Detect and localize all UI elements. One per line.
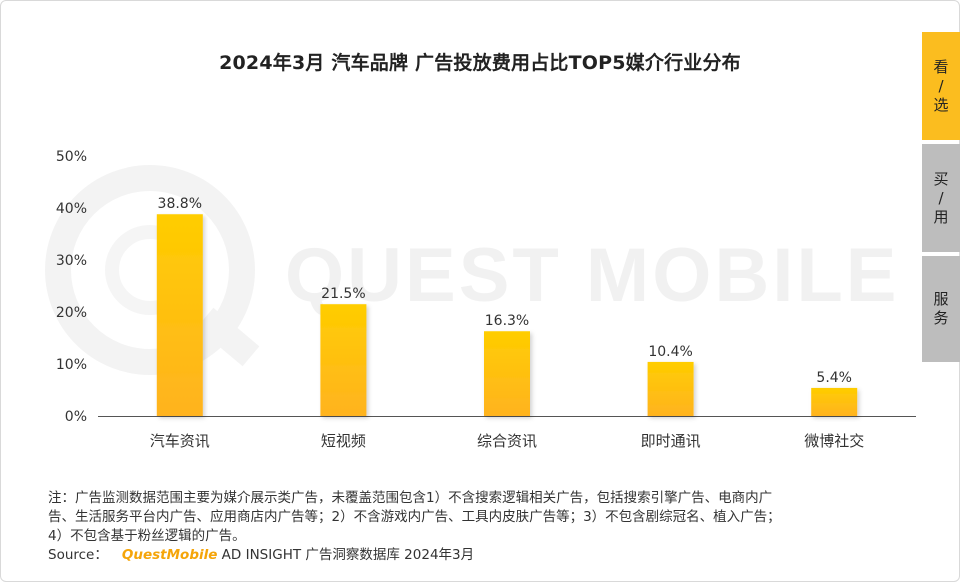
bar: [647, 361, 694, 416]
side-tab-buy-use[interactable]: 买 / 用: [922, 144, 960, 252]
note-line: 告、生活服务平台内广告、应用商店内广告等；2）不含游戏内广告、工具内皮肤广告等；…: [48, 509, 781, 525]
side-tab-char: 用: [933, 207, 949, 226]
source-line: Source： QuestMobile AD INSIGHT 广告洞察数据库 20…: [48, 546, 918, 565]
y-tick-label: 10%: [56, 357, 87, 373]
side-tab-char: /: [938, 76, 944, 95]
y-tick-label: 30%: [56, 253, 87, 269]
y-tick-label: 40%: [56, 201, 87, 217]
note-line: 注：广告监测数据范围主要为媒介展示类广告，未覆盖范围包含1）不含搜索逻辑相关广告…: [48, 490, 773, 506]
side-tab-char: /: [938, 188, 944, 207]
x-tick-label: 汽车资讯: [150, 432, 210, 450]
x-tick-label: 短视频: [321, 432, 366, 450]
side-tab-service[interactable]: 服 务: [922, 256, 960, 362]
side-tab-char: 务: [933, 309, 949, 327]
value-label: 10.4%: [648, 344, 692, 360]
side-tab-view-select[interactable]: 看 / 选: [922, 32, 960, 140]
side-tab-char: 选: [933, 95, 949, 114]
bar: [156, 214, 203, 416]
x-tick-label: 综合资讯: [477, 432, 537, 450]
bar: [811, 387, 858, 416]
side-tab-char: 服: [933, 290, 949, 308]
value-label: 38.8%: [158, 196, 202, 212]
side-tab-char: 买: [933, 169, 949, 188]
y-tick-label: 20%: [56, 305, 87, 321]
side-tab-char: 看: [933, 57, 949, 76]
y-tick-label: 0%: [65, 409, 87, 425]
x-tick-label: 微博社交: [804, 432, 864, 450]
note-line: 4）不包含基于粉丝逻辑的广告。: [48, 528, 246, 544]
bar-chart: 0% 10% 20% 30% 40% 50% 38.8% 21.5% 16.3% 10.4% 5.…: [56, 149, 916, 450]
y-tick-label: 50%: [56, 149, 87, 165]
x-tick-label: 即时通讯: [641, 432, 701, 450]
bar: [484, 331, 530, 416]
source-brand: QuestMobile: [121, 547, 218, 563]
value-label: 5.4%: [816, 370, 852, 386]
source-text: AD INSIGHT 广告洞察数据库 2024年3月: [217, 547, 475, 563]
bar: [320, 304, 367, 416]
value-label: 21.5%: [321, 286, 365, 302]
footnotes: 注：广告监测数据范围主要为媒介展示类广告，未覆盖范围包含1）不含搜索逻辑相关广告…: [48, 489, 918, 565]
source-label: Source：: [48, 547, 108, 563]
chart-title: 2024年3月 汽车品牌 广告投放费用占比TOP5媒介行业分布: [219, 52, 741, 74]
value-label: 16.3%: [485, 313, 529, 329]
